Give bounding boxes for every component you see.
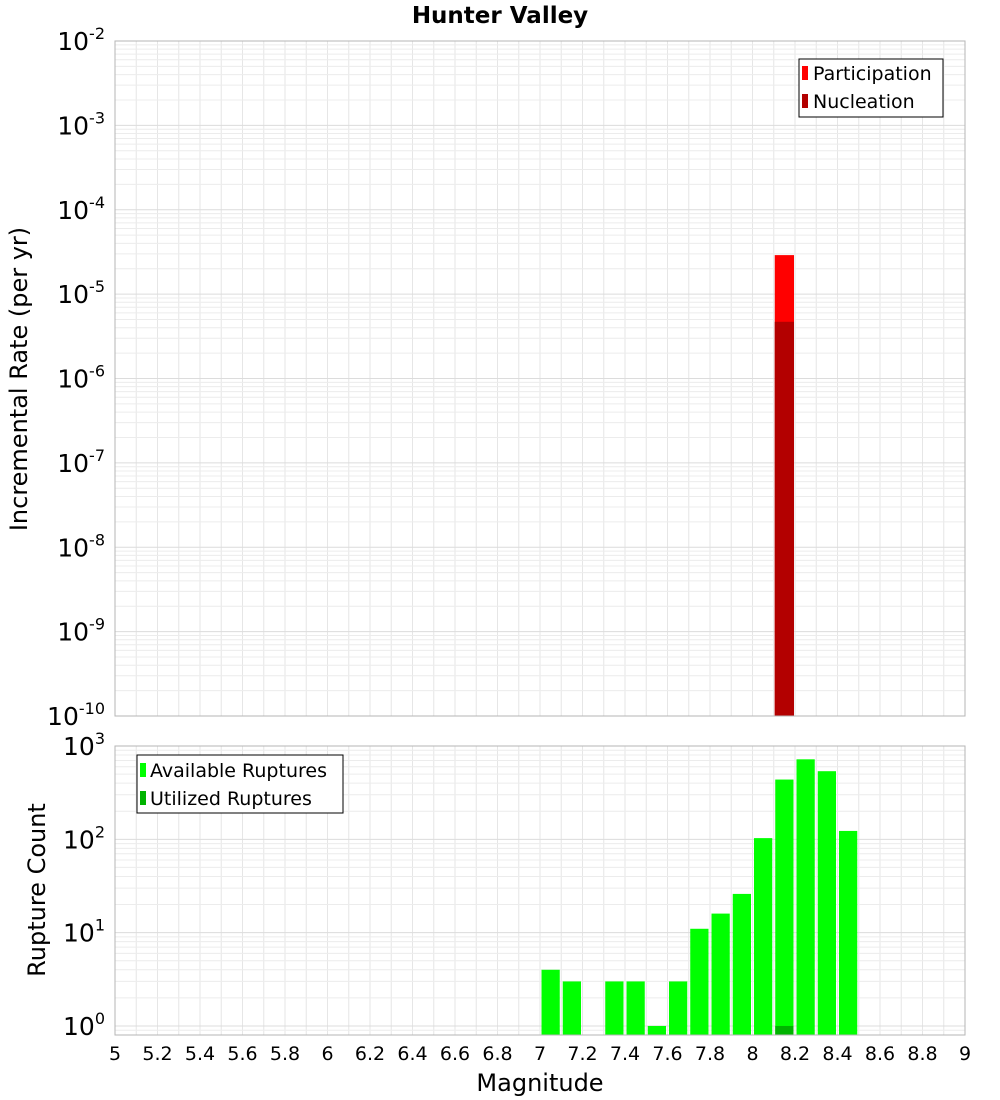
chart-title: Hunter Valley [412, 3, 588, 29]
legend-swatch-available-ruptures [140, 763, 146, 777]
y-tick-label: 101 [63, 916, 105, 948]
bar-available-ruptures [796, 759, 815, 1035]
bar-available-ruptures [754, 838, 773, 1035]
top-y-tick-labels: 10-2 10-3 10-4 10-5 10-6 10-7 10-8 10-9 10-10 [47, 24, 105, 731]
top-bars [774, 255, 794, 716]
x-tick-label: 5.2 [142, 1043, 172, 1065]
x-tick-label: 6.8 [482, 1043, 512, 1065]
x-tick-label: 9 [959, 1043, 971, 1065]
y-tick-label: 10-2 [57, 24, 105, 56]
x-tick-label: 8 [746, 1043, 758, 1065]
bar-available-ruptures [711, 913, 730, 1035]
bar-available-ruptures [817, 771, 836, 1035]
bar-available-ruptures [562, 981, 581, 1035]
y-tick-label: 102 [63, 822, 105, 854]
legend-swatch-nucleation [802, 94, 808, 108]
bar-utilized-ruptures [775, 1025, 794, 1035]
y-tick-label: 10-4 [57, 193, 105, 225]
bottom-y-axis-label: Rupture Count [23, 803, 51, 977]
bar-available-ruptures [732, 893, 751, 1035]
x-tick-label: 5 [109, 1043, 121, 1065]
y-tick-label: 10-7 [57, 446, 105, 478]
x-tick-label: 7.8 [695, 1043, 725, 1065]
y-tick-label: 10-10 [47, 699, 105, 731]
legend-label-nucleation: Nucleation [813, 91, 915, 113]
x-tick-label: 8.2 [780, 1043, 810, 1065]
bottom-y-tick-labels: 103 102 101 100 [63, 729, 105, 1041]
x-tick-label: 8.6 [865, 1043, 895, 1065]
bar-available-ruptures [605, 981, 624, 1035]
x-tick-label: 6.6 [440, 1043, 470, 1065]
x-tick-label: 6.2 [355, 1043, 385, 1065]
x-tick-label: 7.4 [610, 1043, 640, 1065]
x-tick-label: 7.2 [567, 1043, 597, 1065]
y-tick-label: 10-3 [57, 108, 105, 140]
bottom-legend: Available Ruptures Utilized Ruptures [136, 754, 344, 814]
y-tick-label: 103 [63, 729, 105, 761]
top-y-axis-label: Incremental Rate (per yr) [5, 227, 33, 531]
x-tick-label: 7.6 [652, 1043, 682, 1065]
bar-available-ruptures [669, 981, 688, 1035]
top-legend: Participation Nucleation [798, 58, 944, 118]
legend-swatch-utilized-ruptures [140, 791, 146, 805]
legend-swatch-participation [802, 66, 808, 80]
top-panel: 10-2 10-3 10-4 10-5 10-6 10-7 10-8 10-9 10-10 In… [5, 24, 966, 731]
y-tick-label: 10-5 [57, 277, 105, 309]
x-tick-label: 5.8 [270, 1043, 300, 1065]
bar-available-ruptures [647, 1025, 666, 1035]
bar-available-ruptures [690, 928, 709, 1035]
x-tick-label: 5.6 [227, 1043, 257, 1065]
x-tick-label: 6 [321, 1043, 333, 1065]
bar-nucleation [774, 321, 794, 716]
bar-available-ruptures [626, 981, 645, 1035]
bar-available-ruptures [775, 779, 794, 1035]
bar-available-ruptures [541, 969, 560, 1035]
bottom-bars [541, 759, 858, 1035]
x-tick-labels: 5 5.2 5.4 5.6 5.8 6 6.2 6.4 6.6 6.8 7 7.2 7.4 7.6 7.8 8… [109, 1043, 971, 1065]
x-tick-label: 8.4 [822, 1043, 852, 1065]
top-gridlines [114, 40, 966, 717]
y-tick-label: 10-8 [57, 530, 105, 562]
legend-label-participation: Participation [813, 63, 932, 85]
legend-label-utilized-ruptures: Utilized Ruptures [150, 788, 312, 810]
y-tick-label: 100 [63, 1009, 105, 1041]
bar-available-ruptures [839, 830, 858, 1035]
y-tick-label: 10-6 [57, 362, 105, 394]
x-tick-label: 5.4 [185, 1043, 215, 1065]
bottom-panel: 103 102 101 100 5 5.2 5.4 5.6 5.8 6 6.2 6.4 6.6 6.8 7… [23, 729, 971, 1097]
x-tick-label: 7 [534, 1043, 546, 1065]
x-tick-label: 6.4 [397, 1043, 427, 1065]
x-tick-label: 8.8 [907, 1043, 937, 1065]
legend-label-available-ruptures: Available Ruptures [150, 760, 327, 782]
y-tick-label: 10-9 [57, 615, 105, 647]
x-axis-label: Magnitude [476, 1069, 603, 1097]
